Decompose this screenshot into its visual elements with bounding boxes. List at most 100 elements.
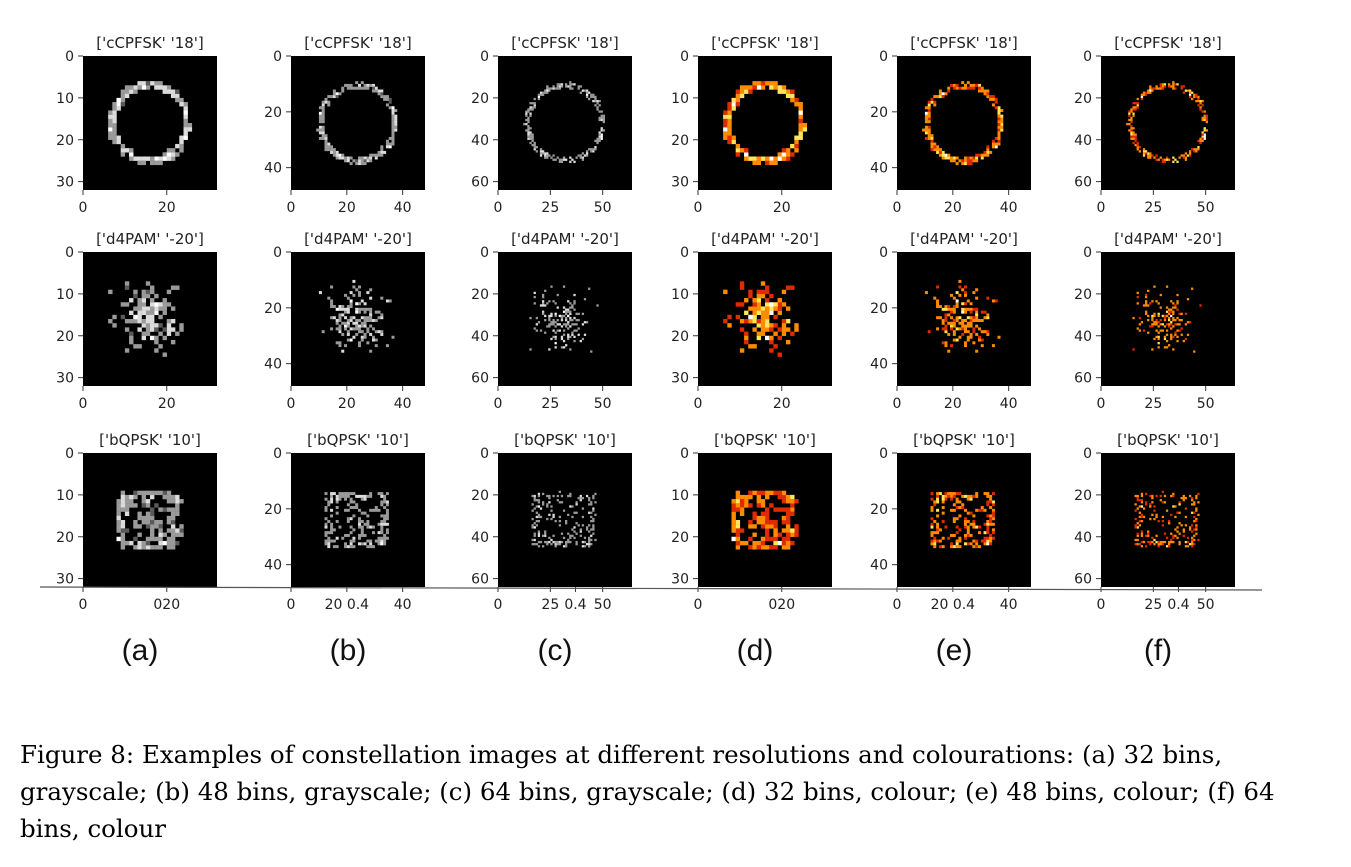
histogram-cell	[366, 494, 370, 498]
histogram-cell	[533, 543, 536, 546]
histogram-cell	[748, 520, 753, 525]
histogram-cell	[969, 522, 973, 526]
histogram-cell	[355, 288, 359, 292]
histogram-cell	[1172, 316, 1175, 320]
histogram-cell	[773, 545, 778, 550]
y-tick-label: 0	[480, 49, 489, 65]
histogram-cell	[141, 302, 147, 307]
histogram-cell	[377, 542, 381, 546]
histogram-cell	[141, 310, 147, 316]
histogram-cell	[321, 114, 325, 118]
x-tick-label: 20	[773, 200, 791, 216]
histogram-cell	[972, 522, 976, 526]
y-tick-label: 20	[870, 301, 888, 317]
histogram-cell	[938, 492, 942, 496]
histogram-cell	[752, 160, 757, 166]
histogram-cell	[581, 323, 585, 326]
histogram-cell	[552, 300, 555, 303]
histogram-cell	[989, 533, 993, 537]
histogram-cell	[594, 148, 597, 151]
histogram-cell	[964, 291, 967, 295]
histogram-cell	[944, 327, 948, 331]
histogram-cell	[380, 522, 384, 526]
histogram-cell	[145, 511, 151, 517]
histogram-cell	[552, 335, 555, 339]
histogram-cell	[145, 327, 151, 332]
histogram-cell	[1159, 156, 1162, 159]
histogram-cell	[947, 307, 951, 311]
histogram-cell	[562, 158, 566, 161]
histogram-cell	[531, 494, 534, 498]
histogram-cell	[588, 91, 591, 94]
histogram-cell	[360, 338, 364, 342]
histogram-cell	[723, 289, 728, 295]
histogram-cell	[1147, 314, 1150, 318]
histogram-cell	[554, 543, 557, 546]
histogram-cell	[760, 85, 766, 90]
panel-label: (a)	[122, 634, 159, 667]
histogram-cell	[991, 492, 995, 496]
histogram-cell	[1176, 526, 1179, 529]
histogram-cell	[183, 123, 188, 128]
histogram-cell	[1157, 342, 1160, 345]
histogram-cell	[550, 517, 553, 521]
histogram-cell	[145, 310, 151, 316]
histogram-cell	[1172, 325, 1175, 328]
histogram-cell	[590, 93, 593, 96]
histogram-cell	[933, 503, 937, 507]
histogram-cell	[590, 534, 593, 537]
histogram-cell	[1161, 490, 1165, 493]
histogram-cell	[366, 159, 370, 163]
histogram-cell	[944, 92, 948, 96]
histogram-cell	[569, 335, 572, 339]
histogram-cell	[346, 533, 350, 537]
histogram-cell	[989, 494, 993, 498]
y-tick-label: 20	[1074, 488, 1092, 504]
histogram-cell	[558, 314, 562, 318]
histogram-cell	[548, 300, 551, 303]
histogram-cell	[537, 505, 541, 508]
histogram-cell	[377, 89, 381, 93]
histogram-cell	[565, 319, 568, 322]
y-tick-label: 40	[264, 558, 282, 574]
histogram-cell	[158, 532, 163, 537]
histogram-cell	[748, 490, 753, 496]
histogram-cell	[158, 314, 163, 320]
histogram-cell	[1138, 511, 1141, 514]
histogram-cell	[529, 135, 532, 138]
histogram-cell	[1151, 325, 1154, 328]
histogram-cell	[150, 319, 155, 324]
histogram-cell	[150, 528, 155, 533]
histogram-cell	[986, 539, 990, 543]
histogram-cell	[321, 125, 325, 129]
histogram-cell	[170, 327, 176, 332]
x-tick-label: 40	[394, 597, 412, 613]
histogram-cell	[1159, 329, 1162, 332]
histogram-cell	[1193, 503, 1196, 506]
histogram-cell	[565, 310, 568, 313]
histogram-cell	[133, 314, 138, 320]
histogram-cell	[529, 141, 532, 145]
histogram-cell	[765, 545, 770, 550]
histogram-cell	[781, 148, 787, 153]
histogram-cell	[785, 532, 791, 537]
histogram-cell	[1155, 329, 1158, 332]
histogram-cell	[1155, 321, 1158, 324]
histogram-cell	[546, 494, 549, 498]
histogram-cell	[344, 293, 348, 297]
histogram-cell	[560, 337, 564, 341]
histogram-cell	[798, 118, 803, 124]
histogram-cell	[986, 153, 990, 157]
histogram-cell	[183, 135, 188, 140]
y-tick-label: 40	[471, 530, 489, 546]
histogram-cell	[145, 545, 151, 550]
histogram-cell	[380, 150, 384, 154]
histogram-cell	[366, 520, 370, 523]
histogram-cell	[330, 327, 334, 331]
histogram-cell	[535, 150, 538, 153]
histogram-cell	[1142, 150, 1146, 153]
histogram-cell	[581, 540, 585, 544]
histogram-cell	[1132, 141, 1135, 145]
x-tick-label: 25	[541, 200, 559, 216]
histogram-cell	[352, 86, 356, 90]
